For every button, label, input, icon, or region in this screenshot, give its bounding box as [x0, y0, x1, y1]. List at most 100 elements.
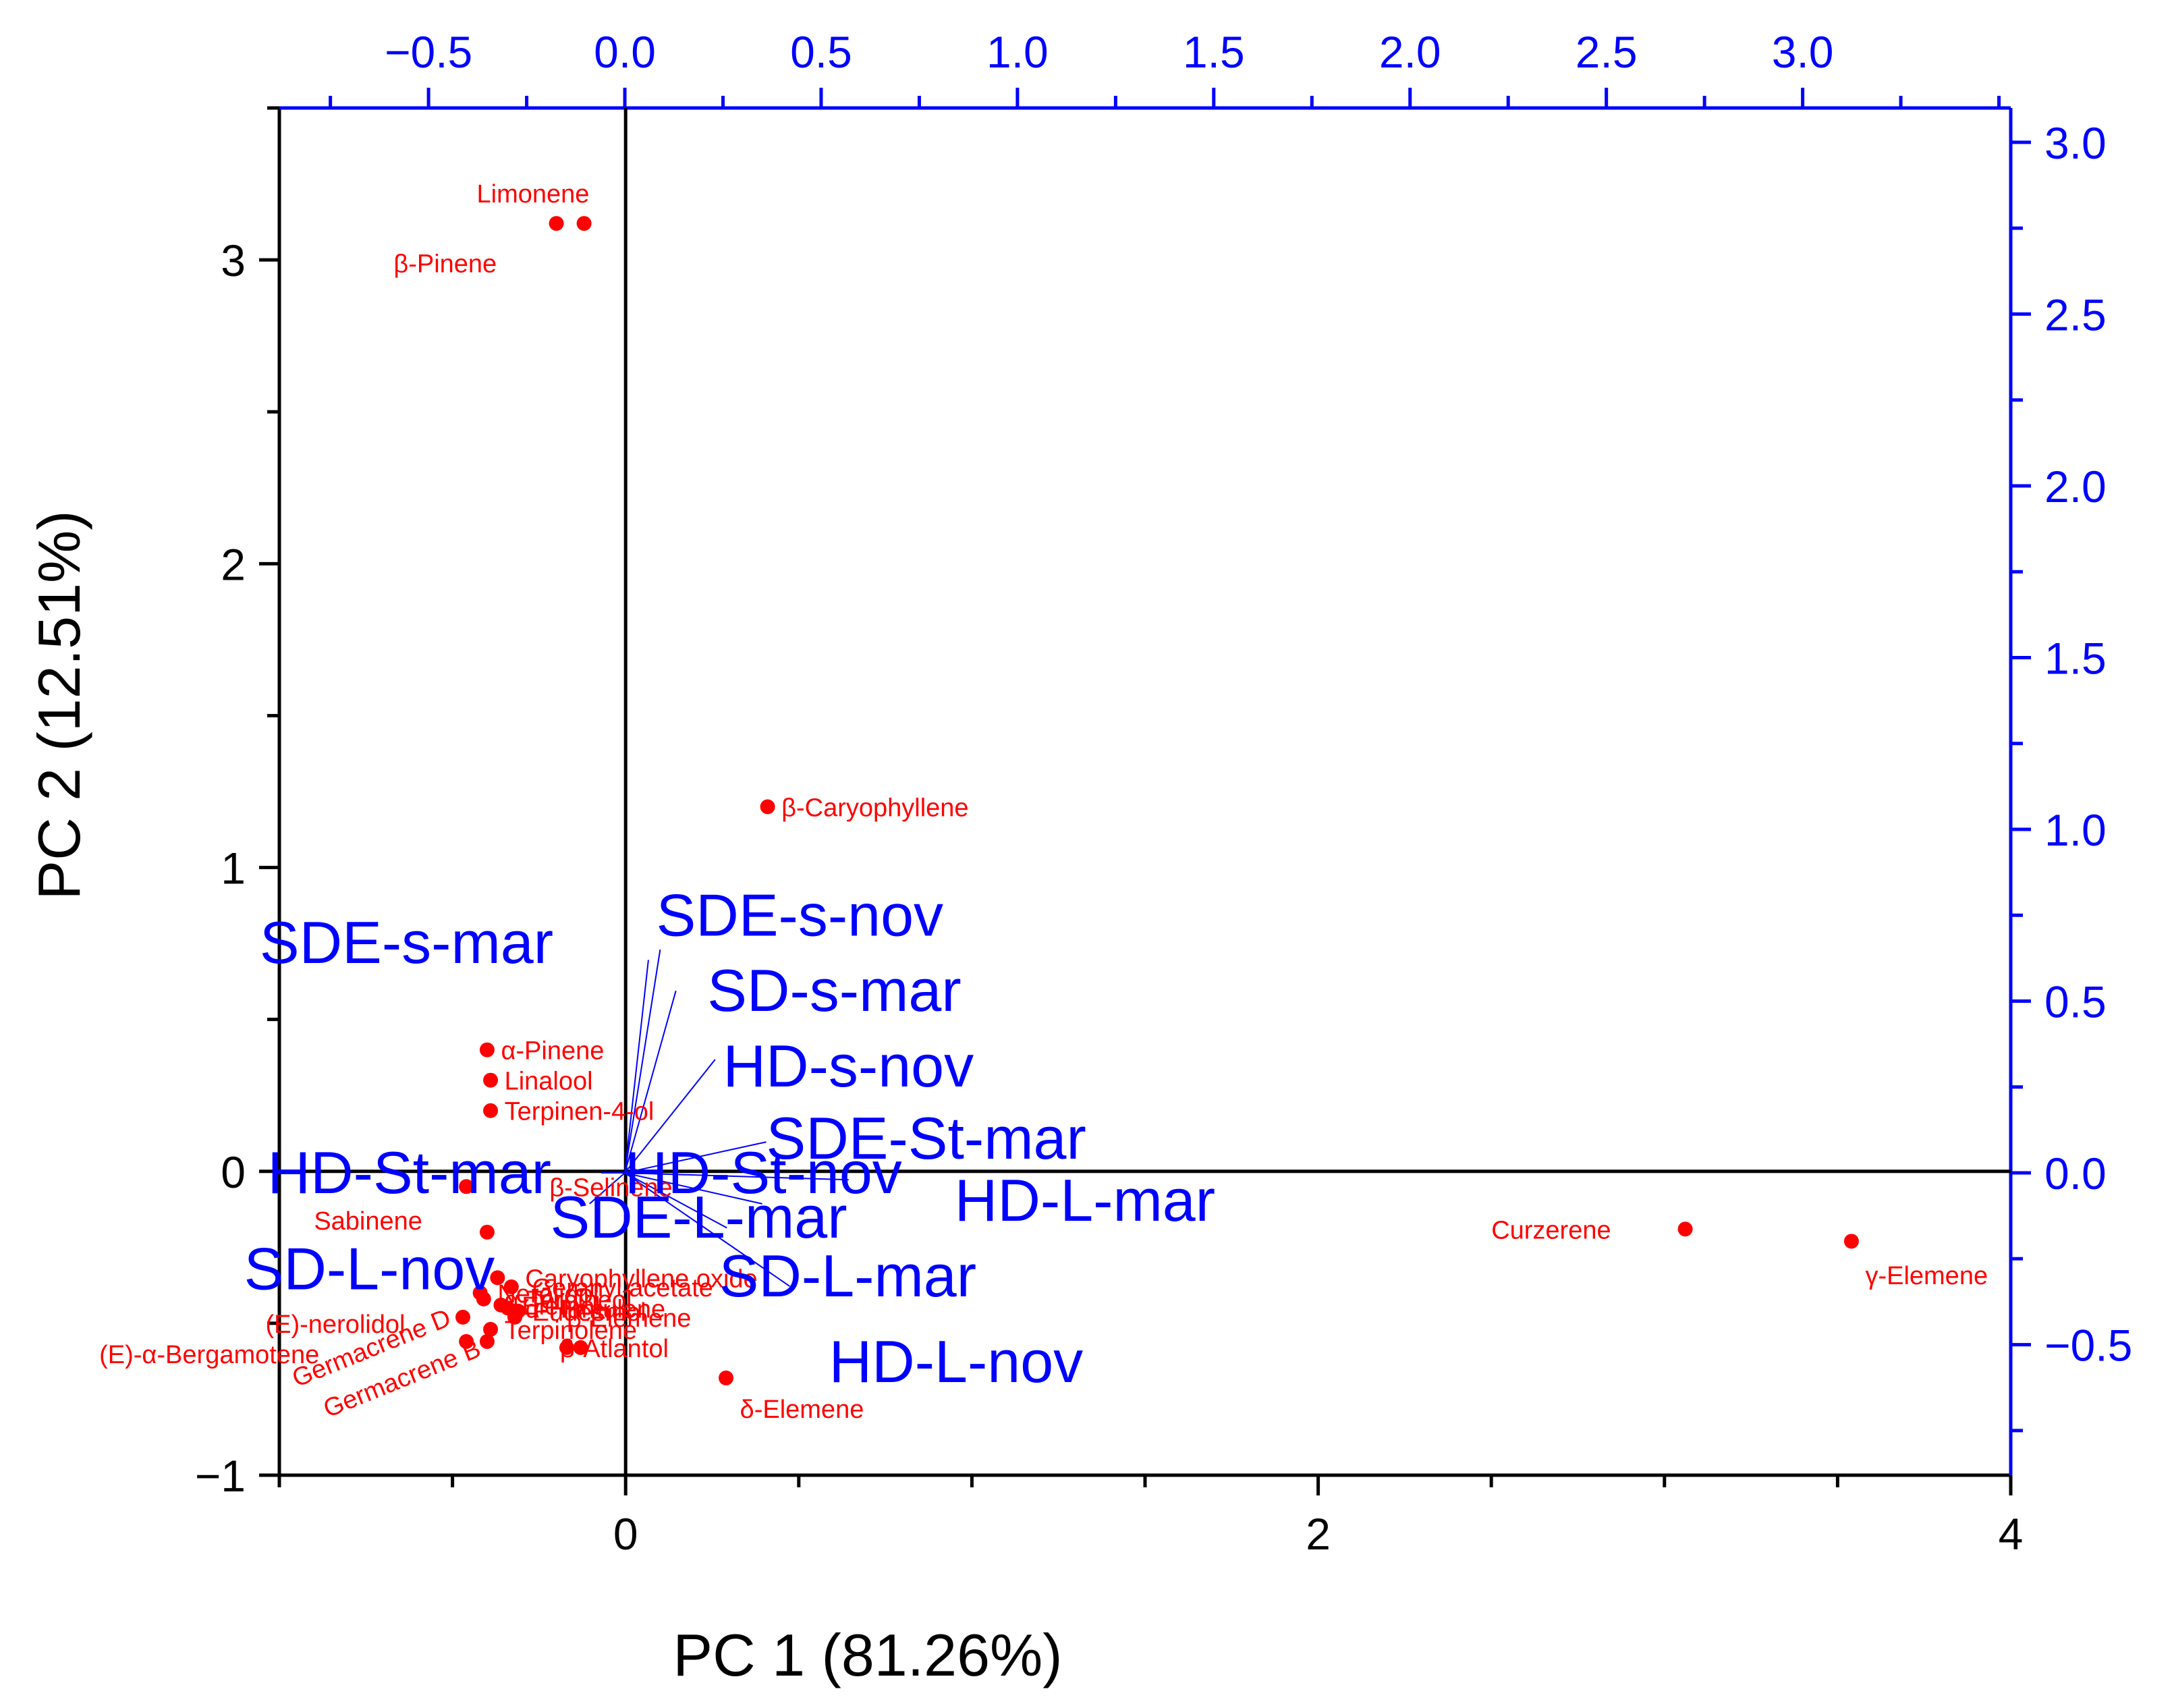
- score-label: β-Caryophyllene: [781, 794, 968, 823]
- score-item: α-Terpineol: [476, 1286, 632, 1315]
- score-label: α-Humulene: [525, 1295, 665, 1323]
- score-item: Linalool: [483, 1068, 593, 1096]
- score-item: Geranyl acetate: [503, 1274, 713, 1302]
- score-point: [479, 1042, 495, 1057]
- score-item: Curzerene: [1491, 1216, 1693, 1244]
- score-label: β-Pinene: [393, 250, 497, 279]
- top-tick-label: 3.0: [1772, 27, 1834, 77]
- y-axis-title: PC 2 (12.51%): [26, 510, 92, 900]
- score-point: [483, 1103, 499, 1118]
- top-tick-label: 1.5: [1183, 27, 1245, 77]
- score-point: [576, 216, 592, 231]
- score-item: γ-Elemene: [1843, 1234, 1988, 1290]
- score-label: β-Selinene: [549, 1174, 672, 1202]
- score-label: Terpinen-4-ol: [505, 1098, 655, 1126]
- score-points: Limonene β-Pinene β-Caryophyllene α-PineneL…: [99, 180, 1988, 1424]
- loading-label: SDE-s-nov: [657, 881, 943, 948]
- score-point: [573, 1340, 588, 1355]
- top-tick-label: 2.0: [1379, 27, 1441, 77]
- score-point: [559, 1340, 574, 1355]
- score-label: Caryophyllene oxide: [525, 1265, 757, 1293]
- x-tick-label: 4: [1999, 1509, 2024, 1559]
- loading-label: HD-s-nov: [723, 1032, 974, 1099]
- score-label: α-Pinene: [501, 1037, 604, 1066]
- score-item: (E)-α-Bergamotene: [99, 1333, 474, 1369]
- score-item: β-Elemene: [507, 1304, 691, 1333]
- loading-label: SD-L-nov: [244, 1236, 495, 1302]
- loading-label: HD-L-nov: [829, 1328, 1084, 1395]
- loading-label: SDE-L-mar: [550, 1184, 847, 1250]
- y-tick-label: 3: [221, 236, 246, 285]
- loading-label: HD-St-mar: [268, 1139, 551, 1206]
- loading-vector: [624, 960, 649, 1174]
- top-axis: −0.5 0.0 0.5 1.0 1.5 2.0 2.5 3.0: [329, 27, 2001, 108]
- score-item: Caryophyllene oxide: [490, 1265, 758, 1293]
- right-tick-label: 0.0: [2044, 1149, 2107, 1199]
- right-tick-label: −0.5: [2044, 1321, 2132, 1371]
- score-label: Elemol: [522, 1292, 600, 1321]
- top-tick-label: −0.5: [385, 27, 472, 77]
- score-point: [503, 1279, 519, 1294]
- score-point: [479, 1333, 495, 1349]
- score-label: Curzerene: [1491, 1216, 1611, 1244]
- score-item: (E)-nerolidol: [265, 1309, 470, 1339]
- score-item: Terpinen-4-ol: [483, 1098, 654, 1126]
- score-point: [507, 1309, 522, 1325]
- loading-vector: [624, 1141, 767, 1174]
- y-tick-label: −1: [195, 1451, 246, 1501]
- score-label: Nerolidol: [497, 1280, 598, 1308]
- zero-lines: [279, 108, 2011, 1475]
- score-point: [490, 1270, 505, 1286]
- score-label: Terpinolene: [505, 1317, 637, 1345]
- score-item: β-Caryophyllene: [760, 794, 969, 823]
- loading-vector: [624, 1059, 716, 1174]
- right-tick-label: 3.0: [2044, 118, 2107, 168]
- score-label: Limonene: [477, 180, 590, 209]
- loading-vector: [624, 949, 661, 1174]
- score-label: β-Elemene: [567, 1304, 692, 1333]
- x-tick-label: 0: [613, 1509, 638, 1559]
- loading-vector: [624, 1172, 727, 1229]
- score-point: [455, 1309, 470, 1325]
- score-point: [549, 216, 564, 231]
- x-axis-title: PC 1 (81.26%): [673, 1622, 1062, 1688]
- score-item: β-Atlantol: [560, 1335, 669, 1363]
- bottom-axis: 0 2 4: [277, 1475, 2024, 1559]
- loading-label: SDE-St-mar: [767, 1105, 1086, 1172]
- top-tick-label: 0.0: [594, 27, 656, 77]
- score-item: α-Humulene: [500, 1295, 665, 1323]
- score-item: β-Pinene: [393, 216, 592, 279]
- top-tick-label: 0.5: [790, 27, 852, 77]
- loading-vectors: [589, 949, 849, 1287]
- loading-vector: [589, 1172, 625, 1205]
- x-tick-label: 2: [1306, 1509, 1331, 1559]
- y-tick-label: 0: [221, 1147, 246, 1197]
- score-point: [1677, 1221, 1693, 1237]
- right-tick-label: 1.0: [2044, 805, 2107, 855]
- score-label: α-Terpineol: [505, 1286, 632, 1315]
- loading-label: HD-St-nov: [625, 1139, 902, 1206]
- score-item: δ-Elemene: [719, 1370, 864, 1424]
- y-tick-label: 1: [221, 844, 246, 893]
- score-point: [483, 1321, 499, 1337]
- score-label: (E)-α-Bergamotene: [99, 1341, 319, 1369]
- right-axis: −0.5 0.0 0.5 1.0 1.5 2.0 2.5 3.0: [2011, 118, 2132, 1433]
- score-point: [476, 1291, 491, 1306]
- score-item: α-Pinene: [479, 1037, 604, 1066]
- score-label: γ-Elemene: [1865, 1262, 1988, 1290]
- loading-vector: [625, 1172, 849, 1181]
- score-point: [760, 799, 775, 815]
- score-item: Limonene: [477, 180, 590, 231]
- right-tick-label: 1.5: [2044, 633, 2107, 683]
- right-tick-label: 2.0: [2044, 462, 2107, 512]
- top-tick-label: 2.5: [1576, 27, 1638, 77]
- score-point: [1843, 1234, 1859, 1249]
- score-item: Sabinene: [314, 1207, 495, 1240]
- right-tick-label: 0.5: [2044, 977, 2107, 1027]
- loading-label: SDE-s-mar: [260, 909, 553, 976]
- score-label: (E)-nerolidol: [265, 1311, 405, 1339]
- right-tick-label: 2.5: [2044, 290, 2107, 339]
- loading-vector: [624, 1172, 790, 1287]
- score-item: Terpinolene: [483, 1317, 637, 1345]
- y-tick-label: 2: [221, 539, 246, 589]
